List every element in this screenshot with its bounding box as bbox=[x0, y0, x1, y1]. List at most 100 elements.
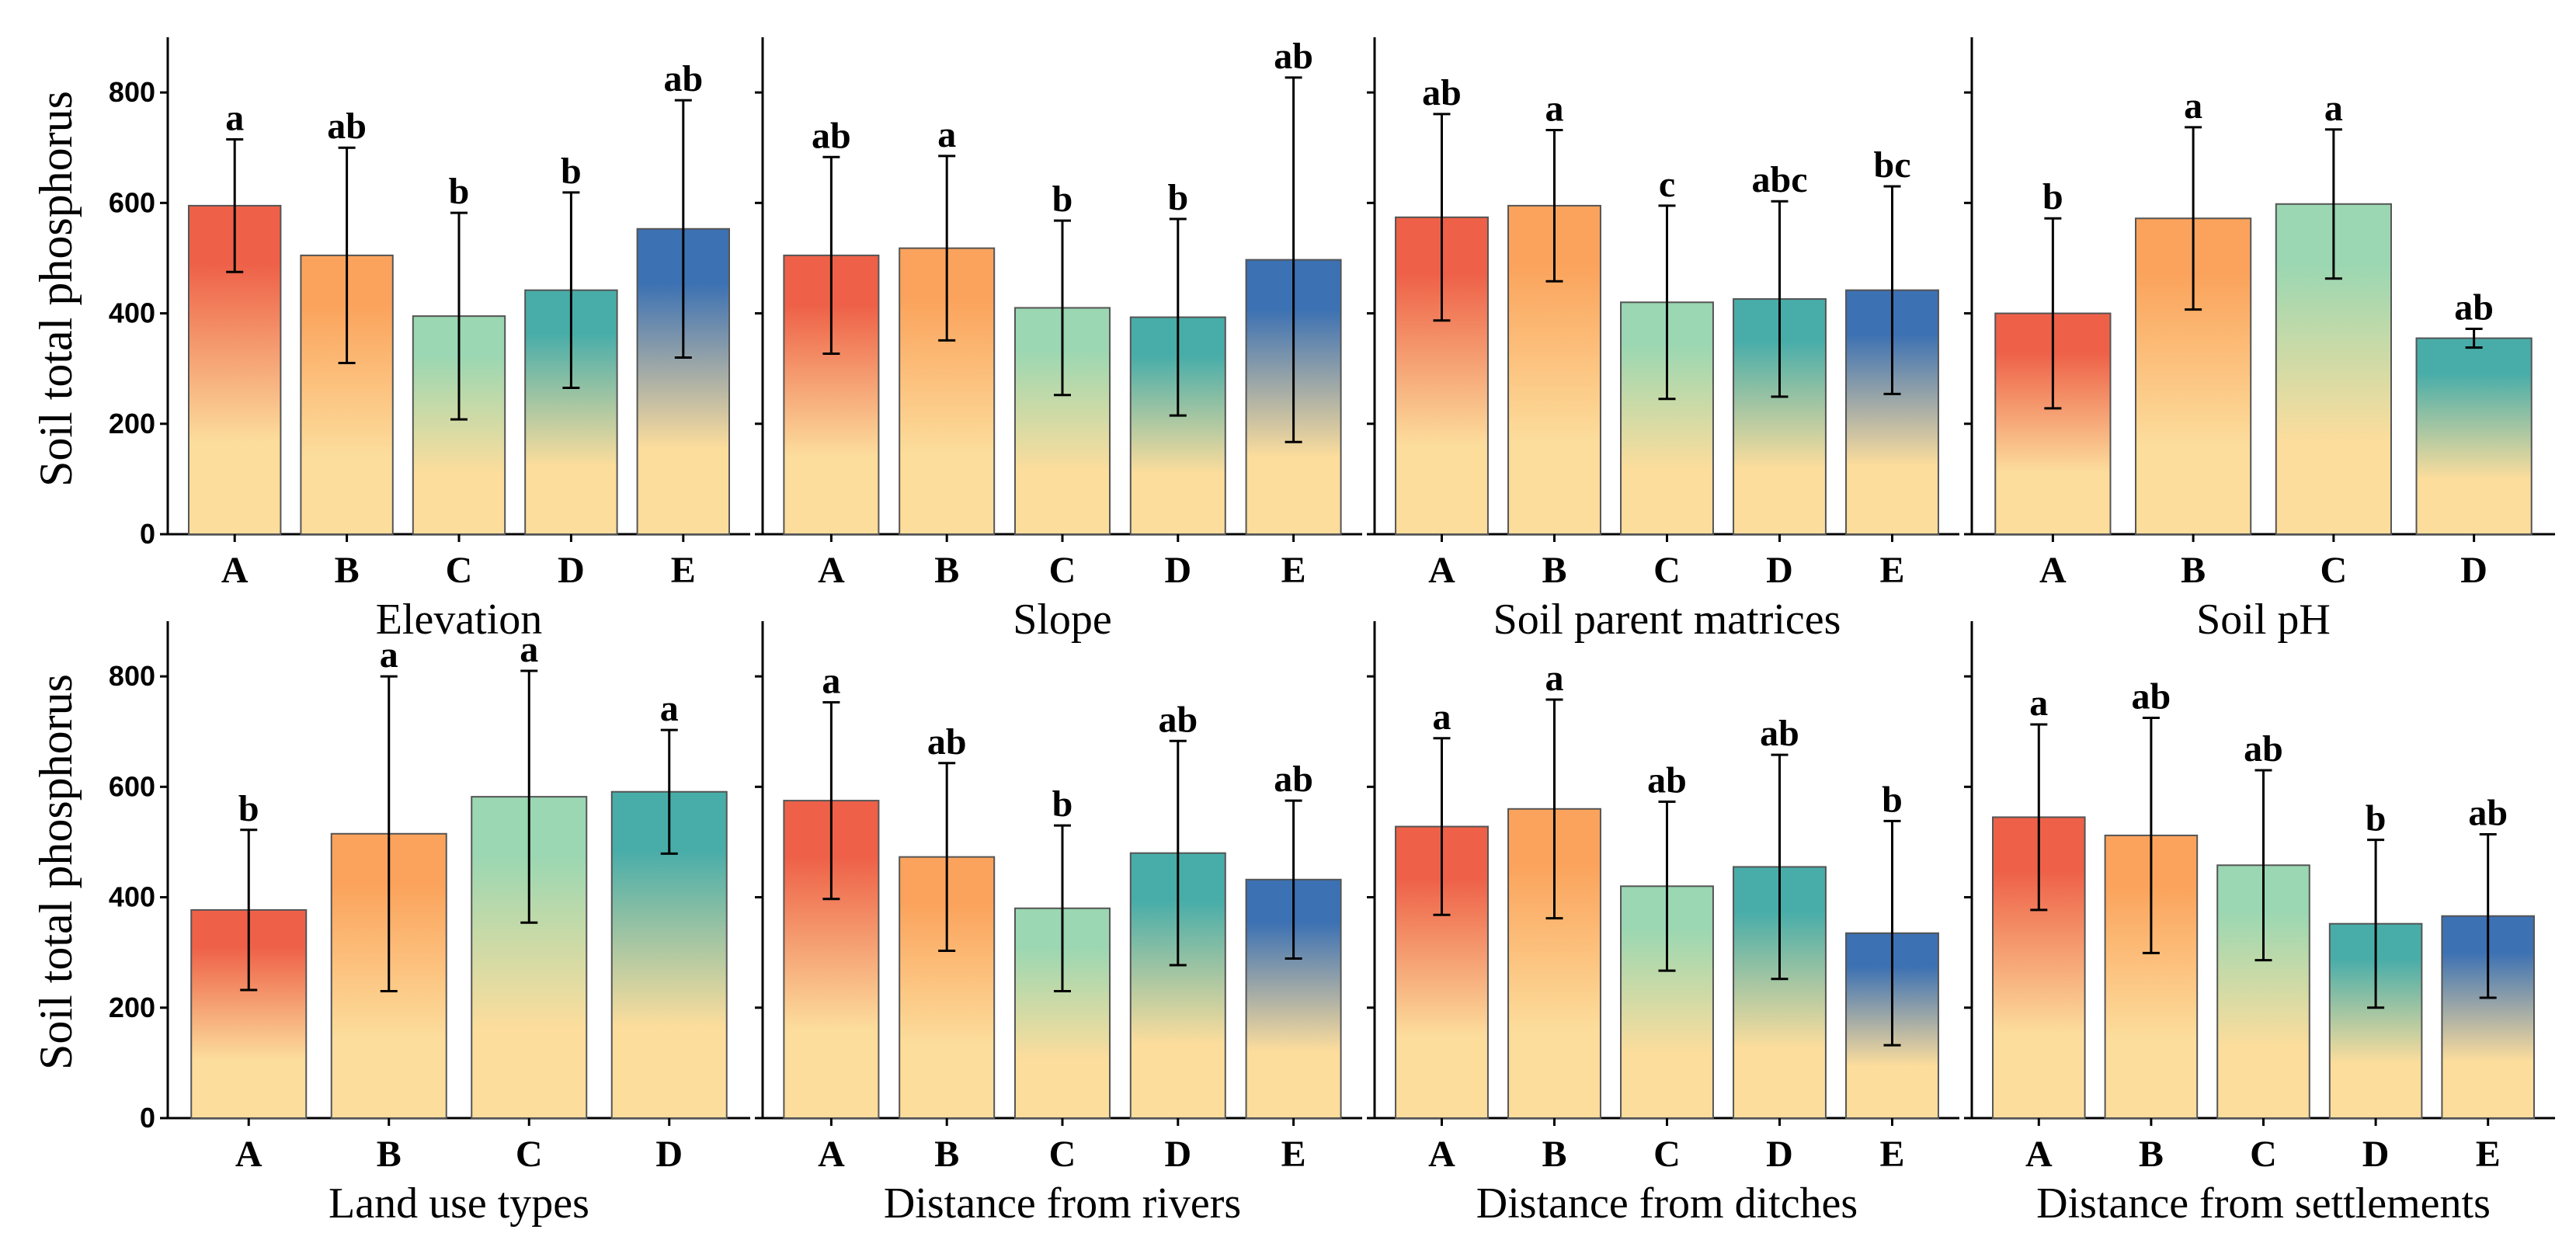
bar bbox=[2415, 337, 2533, 535]
category-label: A bbox=[221, 550, 249, 591]
significance-letter: ab bbox=[1647, 760, 1687, 801]
significance-letter: ab bbox=[927, 721, 967, 762]
significance-letter: b bbox=[561, 151, 582, 192]
category-label: B bbox=[934, 1134, 959, 1175]
significance-letter: b bbox=[2042, 176, 2063, 217]
significance-letter: b bbox=[1882, 779, 1903, 820]
significance-letter: ab bbox=[1422, 72, 1462, 113]
category-label: D bbox=[1164, 550, 1191, 591]
category-label: A bbox=[818, 550, 845, 591]
category-label: A bbox=[2025, 1134, 2053, 1175]
significance-letter: a bbox=[822, 661, 840, 702]
significance-letter: c bbox=[1659, 164, 1675, 205]
category-label: D bbox=[558, 550, 585, 591]
y-tick-label: 400 bbox=[109, 297, 155, 329]
significance-letter: b bbox=[1052, 783, 1073, 825]
category-label: C bbox=[446, 550, 473, 591]
panel-xlabel: Land use types bbox=[329, 1179, 589, 1228]
category-label: D bbox=[2460, 550, 2487, 591]
category-label: A bbox=[1428, 1134, 1455, 1175]
category-label: D bbox=[1164, 1134, 1191, 1175]
category-label: D bbox=[2362, 1134, 2390, 1175]
significance-letter: ab bbox=[1158, 699, 1198, 740]
panel-6: a Aab Bb Cab Dab E Distance from rivers bbox=[755, 621, 1362, 1228]
panel-xlabel: Soil parent matrices bbox=[1493, 596, 1841, 644]
category-label: E bbox=[1281, 550, 1306, 591]
significance-letter: abc bbox=[1752, 159, 1808, 200]
significance-letter: ab bbox=[327, 106, 367, 147]
y-axis-title-top: Soil total phosphorus bbox=[30, 91, 82, 487]
significance-letter: a bbox=[2029, 683, 2048, 724]
category-label: A bbox=[235, 1134, 262, 1175]
significance-letter: b bbox=[1052, 179, 1073, 220]
category-label: C bbox=[516, 1134, 543, 1175]
significance-letter: b bbox=[1167, 177, 1188, 218]
significance-letter: b bbox=[449, 171, 470, 212]
significance-letter: ab bbox=[1274, 36, 1313, 77]
significance-letter: ab bbox=[2468, 792, 2508, 833]
panel-xlabel: Distance from settlements bbox=[2036, 1179, 2491, 1228]
category-label: A bbox=[818, 1134, 845, 1175]
category-label: D bbox=[655, 1134, 683, 1175]
significance-letter: ab bbox=[2454, 287, 2494, 328]
significance-letter: ab bbox=[812, 115, 851, 156]
category-label: C bbox=[2320, 550, 2348, 591]
significance-letter: b bbox=[2366, 798, 2387, 839]
category-label: B bbox=[1542, 550, 1566, 591]
panel-4: b Aa Ba Cab D Soil pH bbox=[1964, 37, 2555, 644]
category-label: C bbox=[1653, 550, 1681, 591]
category-label: E bbox=[1281, 1134, 1306, 1175]
panel-xlabel: Elevation bbox=[376, 596, 543, 644]
panel-xlabel: Slope bbox=[1013, 596, 1112, 644]
category-label: B bbox=[2139, 1134, 2164, 1175]
category-label: B bbox=[1542, 1134, 1566, 1175]
panel-xlabel: Distance from ditches bbox=[1476, 1179, 1858, 1228]
significance-letter: a bbox=[1545, 658, 1564, 699]
significance-letter: a bbox=[380, 634, 398, 676]
y-tick-label: 0 bbox=[140, 1102, 155, 1134]
y-tick-label: 400 bbox=[109, 881, 155, 913]
category-label: C bbox=[1049, 550, 1076, 591]
significance-letter: a bbox=[225, 98, 244, 139]
significance-letter: ab bbox=[1274, 759, 1313, 800]
significance-letter: bc bbox=[1874, 144, 1911, 186]
category-label: B bbox=[2181, 550, 2206, 591]
significance-letter: b bbox=[238, 788, 259, 829]
significance-letter: ab bbox=[1760, 713, 1799, 754]
significance-letter: a bbox=[937, 114, 956, 155]
y-tick-label: 200 bbox=[109, 992, 155, 1023]
significance-letter: a bbox=[1433, 696, 1451, 738]
significance-letter: a bbox=[2184, 85, 2202, 127]
panels: 0200400600800aAabBbCbDabEElevationabAaBb… bbox=[109, 36, 2555, 1228]
category-label: A bbox=[2039, 550, 2067, 591]
significance-letter: a bbox=[660, 688, 679, 729]
category-label: C bbox=[1049, 1134, 1076, 1175]
panel-xlabel: Soil pH bbox=[2196, 596, 2331, 644]
category-label: E bbox=[1879, 1134, 1904, 1175]
category-label: D bbox=[1766, 1134, 1793, 1175]
category-label: B bbox=[335, 550, 360, 591]
category-label: D bbox=[1766, 550, 1793, 591]
significance-letter: a bbox=[2324, 88, 2343, 129]
y-tick-label: 800 bbox=[109, 660, 155, 692]
panel-1: 0 200 400 600 800 a Aab Bb Cb Dab E Elevation bbox=[109, 37, 750, 644]
category-label: B bbox=[934, 550, 959, 591]
panel-7: a Aa Bab Cab Db E Distance from ditches bbox=[1367, 621, 1959, 1228]
panel-5: 0 200 400 600 800 b Aa Ba Ca D Land use types bbox=[109, 621, 750, 1228]
significance-letter: a bbox=[1545, 88, 1564, 129]
panel-xlabel: Distance from rivers bbox=[884, 1179, 1241, 1228]
category-label: E bbox=[671, 550, 696, 591]
y-tick-label: 800 bbox=[109, 76, 155, 108]
category-label: E bbox=[2476, 1134, 2501, 1175]
y-tick-label: 200 bbox=[109, 408, 155, 439]
category-label: C bbox=[2250, 1134, 2277, 1175]
category-label: B bbox=[377, 1134, 402, 1175]
significance-letter: a bbox=[520, 629, 538, 670]
category-label: C bbox=[1653, 1134, 1681, 1175]
y-tick-label: 0 bbox=[140, 518, 155, 550]
category-label: A bbox=[1428, 550, 1455, 591]
y-tick-label: 600 bbox=[109, 186, 155, 218]
panel-2: ab Aa Bb Cb Dab E Slope bbox=[755, 36, 1362, 644]
